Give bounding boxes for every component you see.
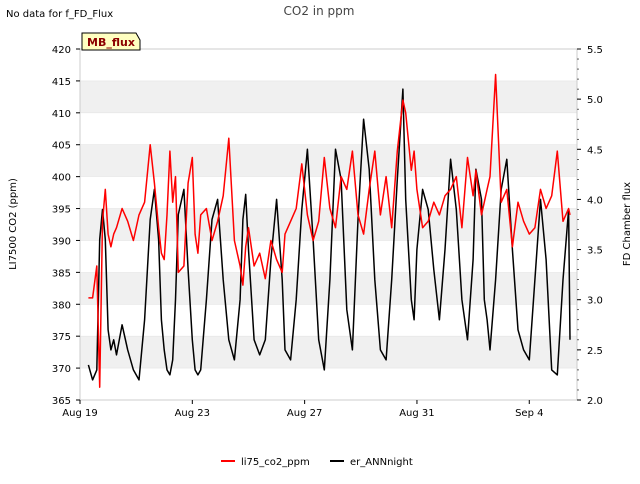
- y-tick-label: 370: [52, 364, 71, 375]
- y2-tick-label: 3.0: [587, 296, 603, 307]
- right-axis: 2.0 2.5 3.0 3.5 4.0 4.5 5.0 5.5: [577, 45, 603, 407]
- y-tick-label: 420: [52, 45, 71, 56]
- y-tick-label: 400: [52, 173, 71, 184]
- y2-tick-label: 2.5: [587, 346, 603, 357]
- badge-label: MB_flux: [87, 36, 135, 49]
- badge-shape: [81, 32, 141, 51]
- x-axis: Aug 19 Aug 23 Aug 27 Aug 31 Sep 4: [62, 400, 543, 419]
- series-line-er-annnight: [87, 88, 571, 381]
- chart-title: CO2 in ppm: [284, 4, 355, 18]
- plot-area-frame: [79, 48, 578, 401]
- grid-band: [80, 144, 577, 177]
- x-tick-label: Aug 23: [175, 408, 210, 419]
- left-axis: 365 370 375 380 385 390 395 400 405 410 415 420: [52, 45, 80, 407]
- y-tick-label: 385: [52, 268, 71, 279]
- y-axis-label-right: FD Chamber flux: [622, 182, 633, 266]
- y2-tick-label: 4.0: [587, 195, 603, 206]
- y2-tick-label: 2.0: [587, 396, 603, 407]
- y-tick-label: 410: [52, 109, 71, 120]
- grid-band: [80, 80, 577, 113]
- y-tick-label: 375: [52, 332, 71, 343]
- y2-tick-label: 5.0: [587, 95, 603, 106]
- y-tick-label: 390: [52, 236, 71, 247]
- y2-tick-label: 3.5: [587, 246, 603, 257]
- series-line-li75-co2-ppm: [88, 73, 571, 388]
- no-data-note: No data for f_FD_Flux: [6, 9, 113, 20]
- x-tick-label: Aug 31: [399, 408, 434, 419]
- grid-bands: [80, 48, 577, 401]
- legend-label-li75: li75_co2_ppm: [241, 457, 310, 468]
- y2-tick-label: 4.5: [587, 145, 603, 156]
- x-tick-label: Aug 27: [287, 408, 322, 419]
- y-tick-label: 415: [52, 77, 71, 88]
- grid-band: [80, 336, 577, 369]
- legend-label-ann: er_ANNnight: [350, 457, 413, 468]
- series-layer: [87, 73, 571, 388]
- y-tick-label: 395: [52, 205, 71, 216]
- y-tick-label: 365: [52, 396, 71, 407]
- x-tick-label: Aug 19: [62, 408, 97, 419]
- x-tick-label: Sep 4: [515, 408, 543, 419]
- y-axis-label-left: LI7500 CO2 (ppm): [8, 178, 19, 270]
- y2-tick-label: 5.5: [587, 45, 603, 56]
- y-tick-label: 405: [52, 141, 71, 152]
- mb-flux-badge: MB_flux: [81, 32, 141, 51]
- y-tick-label: 380: [52, 300, 71, 311]
- grid-band: [80, 208, 577, 241]
- legend: li75_co2_ppm er_ANNnight: [221, 457, 413, 468]
